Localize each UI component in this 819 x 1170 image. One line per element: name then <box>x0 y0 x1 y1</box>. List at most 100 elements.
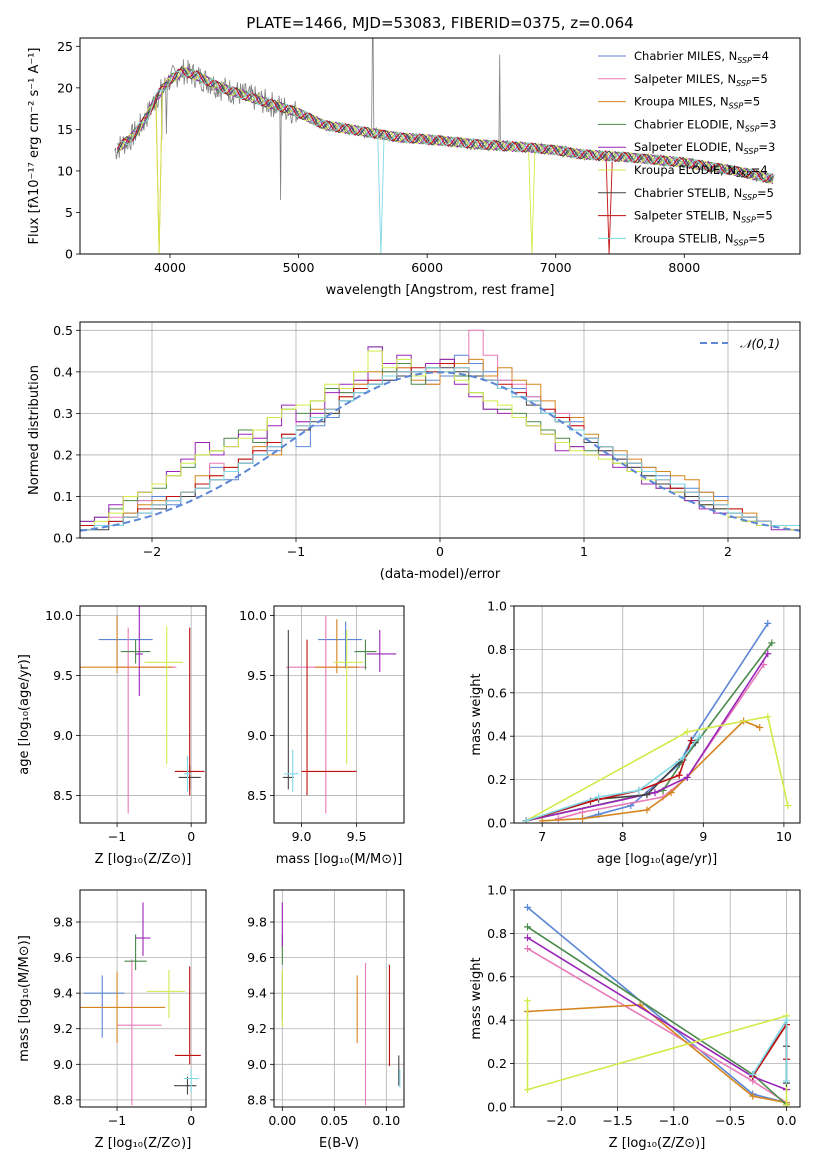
figure-title: PLATE=1466, MJD=53083, FIBERID=0375, z=0… <box>246 14 633 32</box>
chart-age-vs-Z: −1 0 8.5 9.0 9.5 10.0 Z [log₁₀(Z/Z⊙)] age [log₁… <box>17 605 207 867</box>
y-tick-label: 9.6 <box>247 950 267 965</box>
x-tick-label: 1 <box>580 544 588 559</box>
y-tick-label: 0.6 <box>487 969 507 984</box>
mass-weight-marker <box>782 1101 790 1107</box>
y-tick-label: 9.8 <box>247 915 267 930</box>
errorbar-point <box>366 629 397 672</box>
y-axis-label: mass weight <box>469 673 484 755</box>
x-axis-label: mass [log₁₀(M/M⊙)] <box>276 852 403 867</box>
model-spectrum-line <box>116 69 774 254</box>
x-tick-label: 0.05 <box>320 1113 348 1128</box>
errorbar-point <box>117 959 162 1106</box>
y-tick-label: 9.4 <box>247 986 267 1001</box>
errorbar-point <box>354 639 377 670</box>
y-tick-label: 9.2 <box>247 1021 267 1036</box>
chart-age-vs-mass: 9.0 9.5 8.5 9.0 9.5 10.0 mass [log₁₀(M/M⊙)] <box>239 605 405 867</box>
errorbar-point <box>174 1076 197 1095</box>
errorbar-point <box>333 629 364 765</box>
gaussian-reference-line <box>80 371 800 532</box>
legend-entry: Kroupa ELODIE, NSSP=4 <box>634 163 768 179</box>
chart-mass-vs-Z: −1 0 8.8 9.0 9.2 9.4 9.6 9.8 Z [log₁₀(Z/Z⊙)] mass… <box>17 889 207 1151</box>
y-tick-label: 1.0 <box>487 599 507 614</box>
y-tick-label: 0.0 <box>53 531 73 546</box>
errorbar-point <box>80 971 166 1043</box>
x-axis-label: (data-model)/error <box>380 567 501 582</box>
y-tick-label: 9.4 <box>53 986 73 1001</box>
y-tick-label: 8.5 <box>247 788 267 803</box>
x-tick-label: 9.0 <box>292 829 312 844</box>
mass-weight-marker <box>749 1092 757 1100</box>
x-axis-label: Z [log₁₀(Z/Z⊙)] <box>95 852 192 867</box>
x-tick-label: 0.10 <box>372 1113 400 1128</box>
axes-frame <box>79 37 801 255</box>
plot-area <box>282 615 397 814</box>
y-axis-label: age [log₁₀(age/yr)] <box>17 654 32 775</box>
x-tick-label: 9.5 <box>347 829 367 844</box>
mass-weight-marker <box>524 997 532 1005</box>
mass-weight-marker <box>749 1070 757 1078</box>
chart-massweight-vs-Z: −2.0 −1.5 −1.0 −0.5 0.0 0.0 0.2 0.4 0.6 0.8 1.0 Z [… <box>469 883 801 1151</box>
y-tick-label: 5 <box>65 205 73 220</box>
residuals-legend: 𝒩(0,1) <box>700 337 780 351</box>
y-tick-label: 0.1 <box>53 489 73 504</box>
y-tick-label: 8.8 <box>53 1092 73 1107</box>
x-axis-label: Z [log₁₀(Z/Z⊙)] <box>609 1136 706 1151</box>
x-tick-label: −1 <box>108 829 126 844</box>
legend-entry: 𝒩(0,1) <box>740 337 780 351</box>
x-tick-label: 0.0 <box>777 1113 797 1128</box>
plot-area <box>522 619 792 823</box>
plot-area <box>80 902 201 1106</box>
y-tick-label: 0.4 <box>487 1013 507 1028</box>
y-tick-label: 9.6 <box>53 950 73 965</box>
axes-frame <box>273 889 405 1108</box>
y-tick-label: 9.5 <box>247 668 267 683</box>
y-tick-label: 9.8 <box>53 915 73 930</box>
errorbar-point <box>183 755 192 792</box>
legend-entry: Salpeter STELIB, NSSP=5 <box>634 209 773 225</box>
legend-entry: Chabrier STELIB, NSSP=5 <box>634 186 774 202</box>
mass-weight-marker <box>595 793 603 801</box>
y-tick-label: 9.2 <box>53 1021 73 1036</box>
mass-weight-marker <box>538 817 546 823</box>
x-tick-label: 6000 <box>411 260 443 275</box>
legend-entry: Salpeter MILES, NSSP=5 <box>634 72 768 88</box>
model-spectrum-line <box>117 68 774 183</box>
mass-weight-line <box>542 720 760 822</box>
legend-entry: Salpeter ELODIE, NSSP=3 <box>634 140 775 156</box>
plot-area <box>524 903 790 1107</box>
mass-weight-marker <box>524 934 532 942</box>
model-spectrum-line <box>116 68 774 183</box>
mass-weight-marker <box>651 789 659 797</box>
spectrum-legend: Chabrier MILES, NSSP=4 Salpeter MILES, NS… <box>598 49 776 247</box>
x-axis-label: E(B-V) <box>319 1136 359 1151</box>
mass-weight-marker <box>522 817 530 823</box>
x-tick-label: −1.0 <box>659 1113 689 1128</box>
x-tick-label: 0.00 <box>268 1113 296 1128</box>
x-tick-label: 10 <box>776 829 792 844</box>
mass-weight-marker <box>687 737 695 745</box>
mass-weight-marker <box>683 773 691 781</box>
legend-entry: Kroupa MILES, NSSP=5 <box>634 95 760 111</box>
y-tick-label: 0.6 <box>487 685 507 700</box>
y-tick-label: 9.0 <box>247 728 267 743</box>
mass-weight-marker <box>667 789 675 797</box>
mass-weight-marker <box>768 639 776 647</box>
legend-entry: Kroupa STELIB, NSSP=5 <box>634 231 765 247</box>
x-tick-label: −0.5 <box>715 1113 745 1128</box>
errorbar-point <box>283 749 299 792</box>
x-tick-label: −1 <box>108 1113 126 1128</box>
y-tick-label: 0.2 <box>487 1056 507 1071</box>
mass-weight-marker <box>679 754 687 762</box>
x-tick-label: 4000 <box>154 260 186 275</box>
y-tick-label: 0.3 <box>53 406 73 421</box>
mass-weight-marker <box>764 619 772 627</box>
errorbar-point <box>83 975 125 1038</box>
mass-weight-marker <box>675 771 683 779</box>
x-axis-label: Z [log₁₀(Z/Z⊙)] <box>95 1136 192 1151</box>
chart-massweight-vs-age: 7 8 9 10 0.0 0.2 0.4 0.6 0.8 1.0 age [log₁₀(age/yr… <box>469 599 801 867</box>
errorbar-point <box>135 606 143 696</box>
x-tick-label: 8000 <box>668 260 700 275</box>
plot-area <box>80 329 800 532</box>
y-axis-label: Flux [fλ10⁻¹⁷ erg cm⁻² s⁻¹ A⁻¹] <box>27 48 42 245</box>
